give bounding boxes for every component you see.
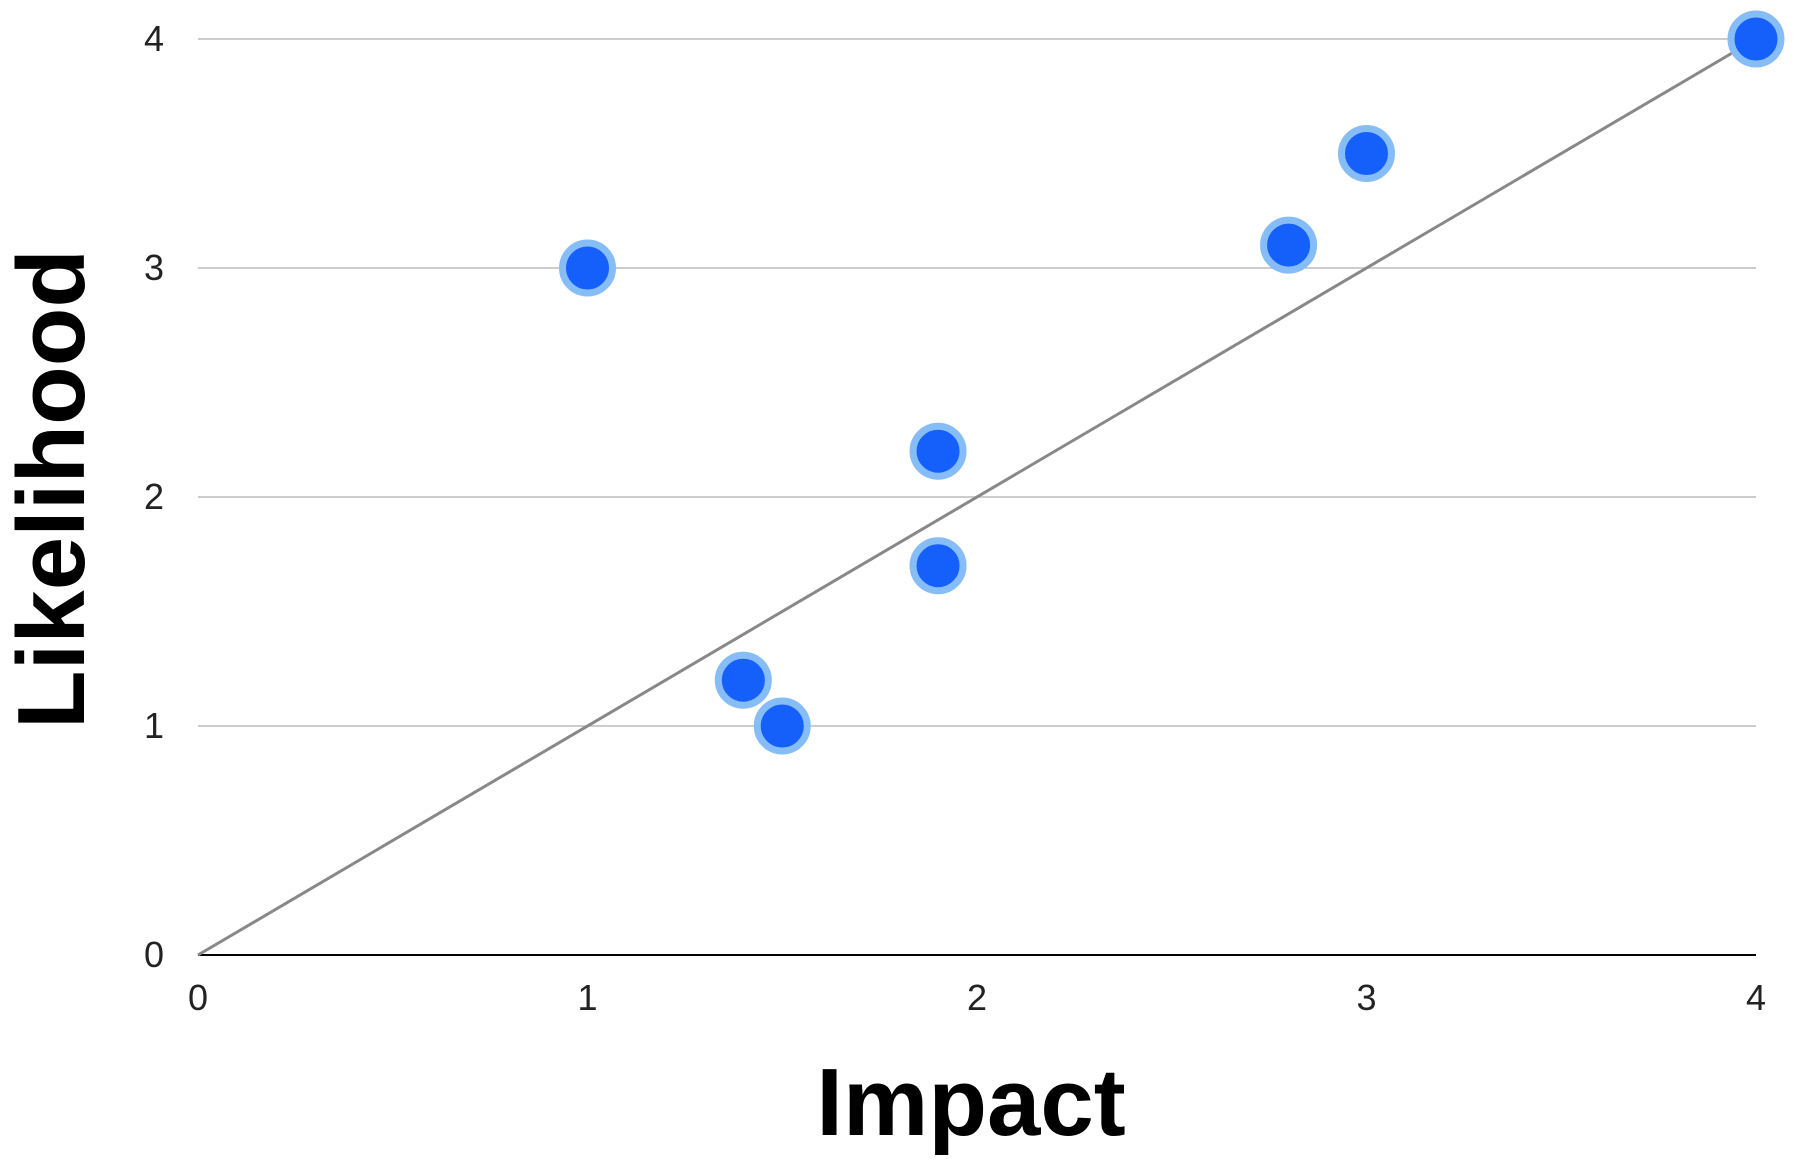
x-axis-title: Impact bbox=[816, 1049, 1125, 1156]
x-tick-labels: 0 1 2 3 4 bbox=[188, 977, 1766, 1018]
data-point-0 bbox=[559, 239, 616, 297]
x-tick-label-4: 4 bbox=[1746, 977, 1766, 1018]
x-tick-label-3: 3 bbox=[1356, 977, 1376, 1018]
trendline bbox=[197, 37, 1757, 957]
y-tick-label-0: 0 bbox=[144, 934, 164, 975]
data-points bbox=[559, 10, 1785, 755]
y-tick-label-4: 4 bbox=[144, 18, 164, 59]
x-tick-label-1: 1 bbox=[577, 977, 597, 1018]
y-tick-labels: 0 1 2 3 4 bbox=[144, 18, 164, 975]
data-point-2 bbox=[753, 697, 811, 755]
x-tick-label-2: 2 bbox=[967, 977, 987, 1018]
data-point-7 bbox=[1727, 10, 1785, 68]
y-tick-label-3: 3 bbox=[144, 247, 164, 288]
y-tick-label-1: 1 bbox=[144, 705, 164, 746]
y-axis-title: Likelihood bbox=[0, 249, 105, 729]
data-point-6 bbox=[1338, 125, 1395, 182]
gridlines bbox=[198, 38, 1756, 727]
data-point-5 bbox=[1260, 216, 1318, 274]
x-tick-label-0: 0 bbox=[188, 977, 208, 1018]
y-tick-label-2: 2 bbox=[144, 476, 164, 517]
data-point-4 bbox=[909, 537, 967, 595]
data-point-3 bbox=[909, 422, 967, 480]
data-point-1 bbox=[714, 651, 772, 709]
